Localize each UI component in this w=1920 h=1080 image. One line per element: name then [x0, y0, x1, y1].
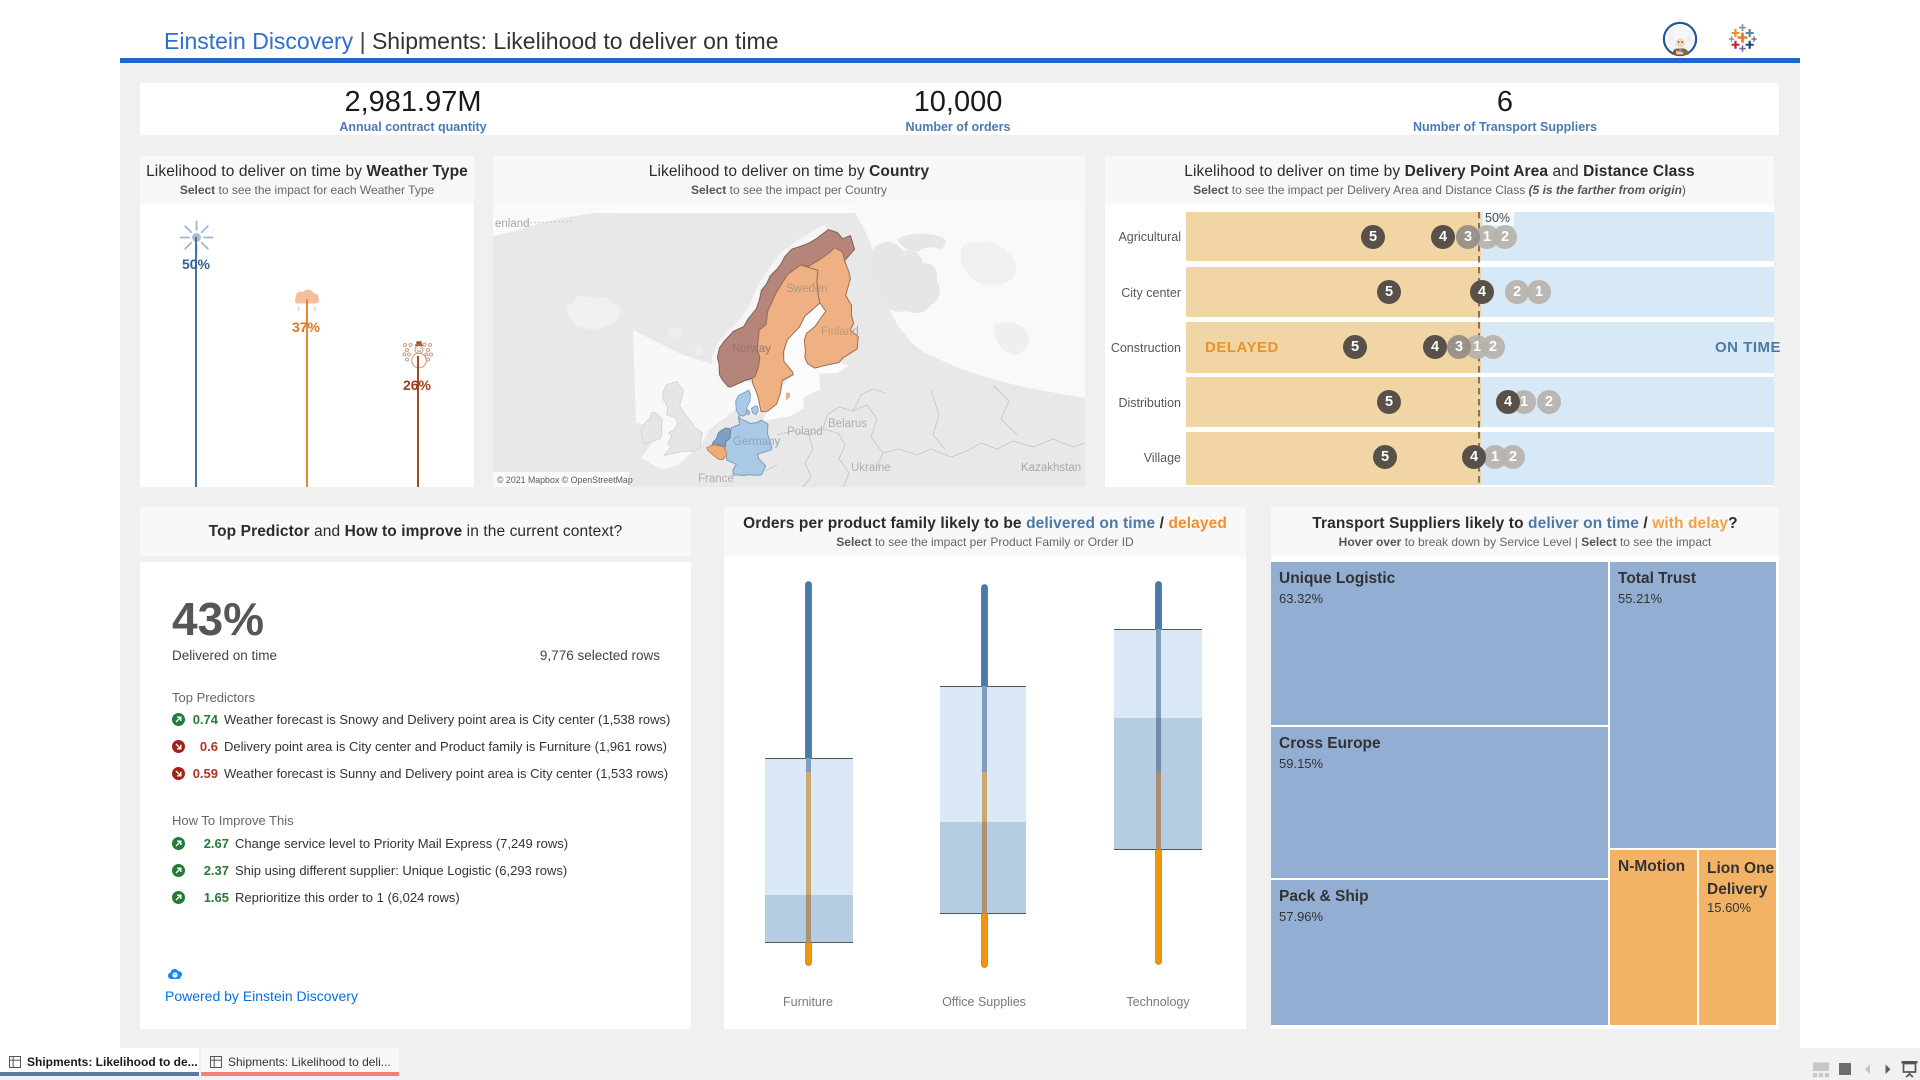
- svg-text:Belarus: Belarus: [828, 418, 867, 430]
- svg-text:Ukraine: Ukraine: [851, 462, 891, 474]
- svg-text:Germany: Germany: [733, 436, 781, 448]
- svg-text:Sweden: Sweden: [786, 283, 828, 295]
- svg-text:© 2021 Mapbox © OpenStreetMap: © 2021 Mapbox © OpenStreetMap: [497, 475, 633, 485]
- svg-text:Norway: Norway: [732, 343, 771, 355]
- svg-text:Kazakhstan: Kazakhstan: [1021, 462, 1081, 474]
- svg-text:Finland: Finland: [821, 326, 859, 338]
- svg-text:France: France: [698, 473, 734, 485]
- svg-text:Poland: Poland: [787, 426, 823, 438]
- svg-text:enland: enland: [495, 218, 530, 230]
